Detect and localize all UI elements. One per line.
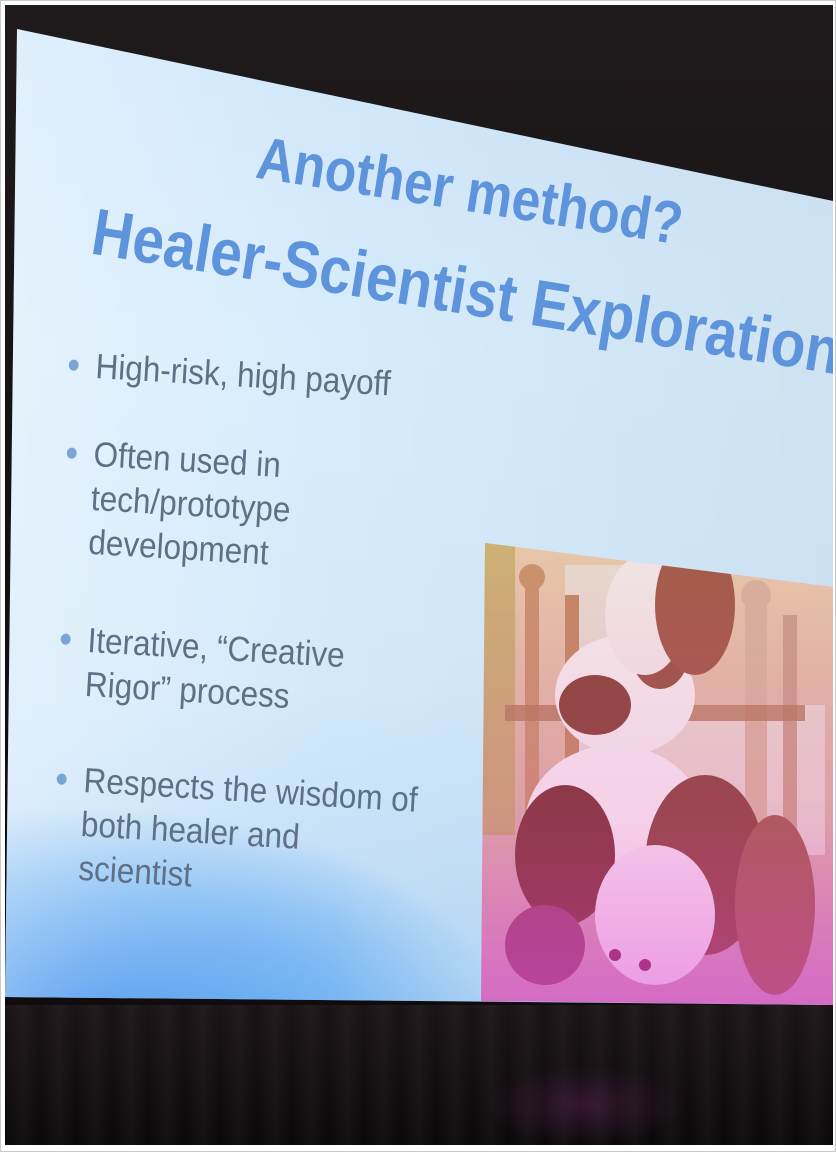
puppies-on-chair-photo <box>481 543 833 1005</box>
conference-room: Another method? Healer-Scientist Explora… <box>5 5 833 1145</box>
stage-curtain <box>5 1005 833 1145</box>
stage-glow <box>485 1065 685 1145</box>
